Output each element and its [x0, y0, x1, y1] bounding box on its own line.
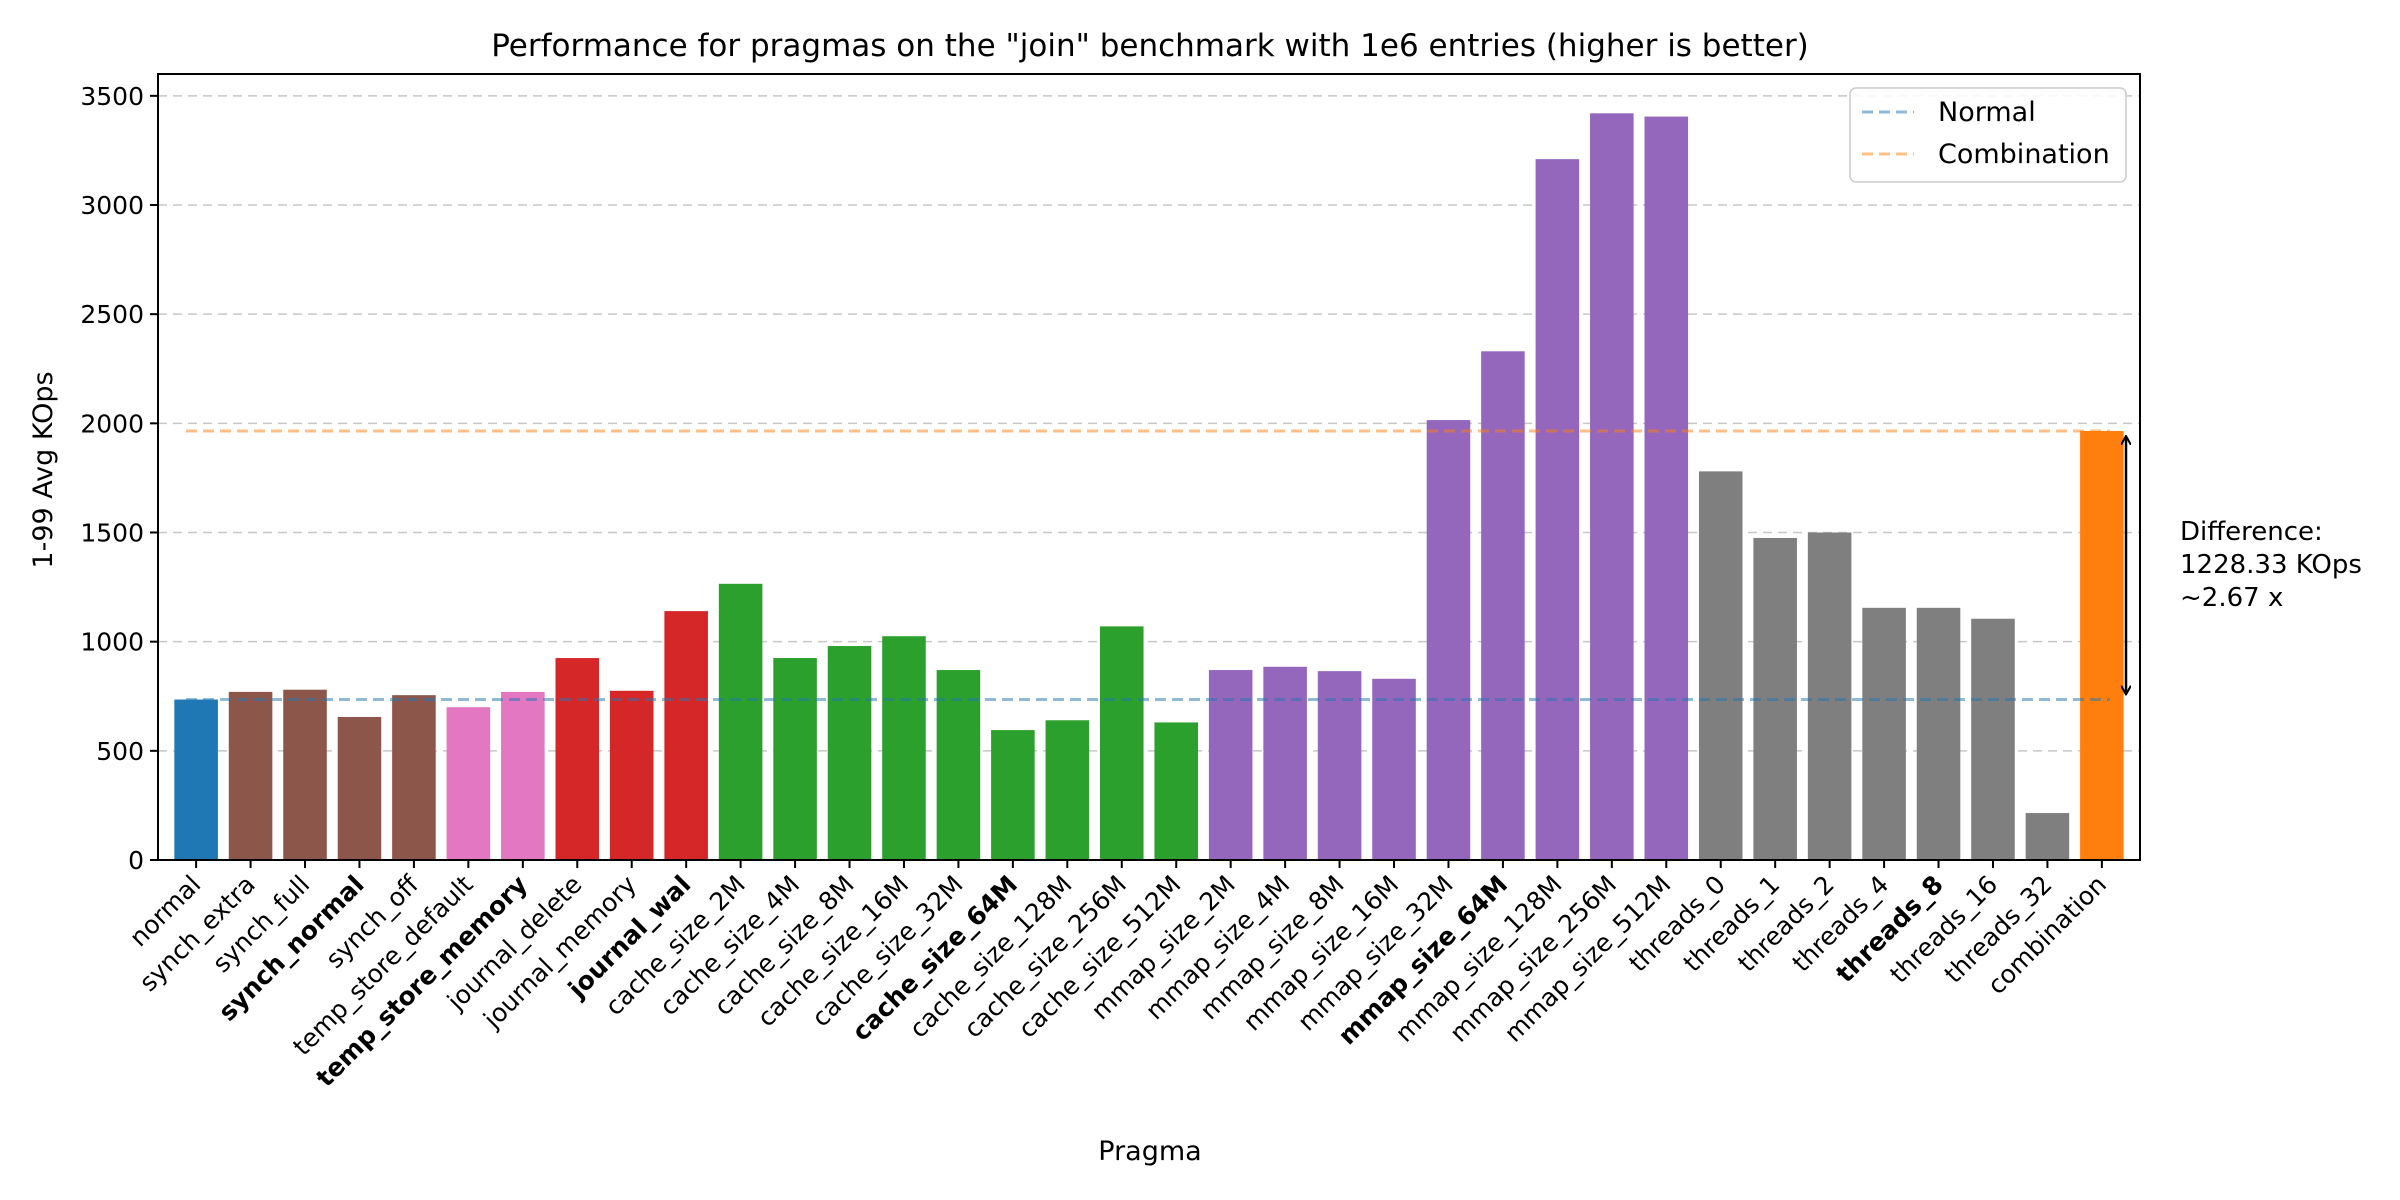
bar-cache-size-64m	[991, 730, 1035, 860]
bar-cache-size-256m	[1099, 626, 1144, 860]
difference-value: 1228.33 KOps	[2180, 550, 2362, 580]
bar-mmap-size-8m	[1317, 671, 1362, 860]
bar-synch-full	[283, 689, 327, 860]
bar-cache-size-4m	[773, 658, 817, 860]
bar-threads-8	[1916, 607, 1961, 860]
y-tick-label-3000: 3000	[80, 191, 144, 220]
difference-annotation: Difference: 1228.33 KOps ~2.67 x	[2126, 437, 2362, 694]
bar-threads-32	[2025, 813, 2070, 860]
bar-mmap-size-2m	[1208, 670, 1253, 860]
bar-cache-size-2m	[718, 583, 763, 860]
bar-threads-16	[1971, 618, 2015, 860]
bar-mmap-size-16m	[1372, 678, 1416, 860]
bar-cache-size-8m	[827, 646, 872, 860]
y-tick-label-2000: 2000	[80, 409, 144, 438]
legend-box	[1849, 87, 2127, 183]
y-tick-label-1500: 1500	[80, 519, 144, 548]
bar-journal-wal	[664, 611, 708, 860]
bar-mmap-size-256m	[1590, 113, 1634, 861]
bar-cache-size-512m	[1154, 722, 1199, 860]
chart-title: Performance for pragmas on the "join" be…	[491, 28, 1809, 64]
y-tick-label-3500: 3500	[80, 82, 144, 111]
bar-threads-4	[1862, 607, 1906, 860]
bar-cache-size-128m	[1045, 720, 1090, 860]
bar-cache-size-32m	[936, 670, 981, 860]
bars	[174, 113, 2124, 861]
bar-journal-memory	[609, 690, 654, 860]
bar-mmap-size-512m	[1644, 116, 1689, 860]
bar-mmap-size-4m	[1263, 666, 1307, 860]
axes	[150, 73, 2141, 868]
y-tick-label-0: 0	[128, 846, 144, 875]
legend: Normal Combination	[1849, 87, 2127, 183]
x-tick-labels: normalsynch_extrasynch_fullsynch_normals…	[124, 869, 2112, 1092]
bar-normal	[174, 699, 218, 860]
reference-lines	[186, 429, 2110, 702]
bar-synch-extra	[228, 691, 273, 860]
bar-journal-delete	[555, 658, 600, 860]
bar-synch-off	[392, 695, 436, 860]
bar-combination	[2080, 430, 2124, 860]
legend-label-normal: Normal	[1938, 97, 2036, 128]
legend-label-combination: Combination	[1938, 139, 2110, 170]
bar-threads-0	[1698, 471, 1743, 860]
bar-threads-2	[1807, 532, 1852, 860]
bar-temp-store-default	[446, 707, 491, 860]
bar-synch-normal	[337, 716, 382, 860]
x-axis-label: Pragma	[1098, 1136, 1201, 1167]
bar-cache-size-16m	[882, 636, 926, 860]
y-tick-labels: 0 500 1000 1500 2000 2500 3000 3500	[80, 82, 144, 875]
difference-label: Difference:	[2180, 517, 2323, 547]
y-tick-label-1000: 1000	[80, 628, 144, 657]
difference-ratio: ~2.67 x	[2180, 583, 2283, 613]
bar-mmap-size-128m	[1535, 159, 1580, 860]
bar-mmap-size-32m	[1426, 420, 1471, 860]
y-tick-label-500: 500	[96, 737, 144, 766]
plot-frame	[157, 73, 2141, 861]
y-axis-label: 1-99 Avg KOps	[28, 371, 59, 568]
y-tick-label-2500: 2500	[80, 300, 144, 329]
bar-mmap-size-64m	[1481, 351, 1525, 860]
bar-temp-store-memory	[501, 691, 545, 860]
